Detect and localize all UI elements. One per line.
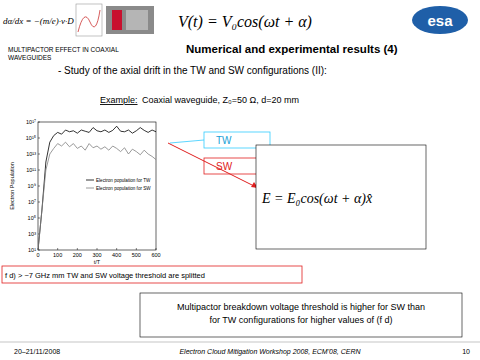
x-tick-label: 0 bbox=[36, 252, 39, 258]
x-tick bbox=[77, 248, 78, 250]
example-text: Coaxial waveguide, Z₀=50 Ω, d=20 mm bbox=[142, 95, 299, 105]
logo-esa-text: esa bbox=[427, 12, 453, 29]
formula-box-text: E = E₀cos(ωt + α)x̂ bbox=[261, 191, 373, 207]
x-tick bbox=[116, 248, 117, 250]
footer-date: 20–21/11/2008 bbox=[14, 348, 60, 355]
x-axis-label: t/T bbox=[94, 259, 101, 265]
title: Numerical and experimental results (4) bbox=[186, 43, 398, 55]
formula-left: dα/dx = −(m/e)·v·D bbox=[3, 16, 74, 26]
x-tick-label: 600 bbox=[151, 252, 160, 258]
x-tick bbox=[136, 248, 137, 250]
y-tick-label: 10³ bbox=[28, 231, 36, 237]
conclusion: for TW configurations for higher values … bbox=[210, 315, 393, 325]
callout-sw: SW bbox=[216, 161, 233, 172]
x-tick-label: 400 bbox=[112, 252, 121, 258]
y-tick-label: 10⁹ bbox=[28, 183, 36, 189]
note: f d) > ~7 GHz mm TW and SW voltage thres… bbox=[5, 271, 205, 280]
y-tick bbox=[38, 170, 40, 171]
x-tick-label: 500 bbox=[132, 252, 141, 258]
series-line bbox=[38, 142, 156, 250]
legend-label: Electron population for SW bbox=[96, 186, 151, 191]
logo-esa bbox=[412, 6, 468, 34]
arrow bbox=[168, 143, 258, 188]
section: WAVEGUIDES bbox=[8, 54, 52, 61]
series-line bbox=[38, 126, 156, 250]
note-box bbox=[2, 266, 302, 283]
y-tick bbox=[38, 138, 40, 139]
callout-tw: TW bbox=[216, 135, 232, 146]
logo-university bbox=[106, 6, 154, 34]
subtitle: - Study of the axial drift in the TW and… bbox=[58, 65, 327, 76]
x-tick-label: 200 bbox=[73, 252, 82, 258]
y-axis-label: Electron Population bbox=[9, 162, 15, 210]
y-tick-label: 10¹³ bbox=[26, 151, 36, 157]
x-tick bbox=[97, 248, 98, 250]
y-tick-label: 10¹⁷ bbox=[26, 119, 36, 125]
formula-right: V(t) = V₀cos(ωt + α) bbox=[178, 13, 312, 31]
x-tick bbox=[57, 248, 58, 250]
y-tick-label: 10¹¹ bbox=[26, 167, 36, 173]
x-tick-label: 100 bbox=[53, 252, 62, 258]
conclusion-box bbox=[140, 293, 462, 337]
legend-label: Electron population for TW bbox=[96, 178, 151, 183]
footer-rule bbox=[0, 342, 480, 343]
logo-university-mark bbox=[126, 10, 148, 30]
slide: dα/dx = −(m/e)·v·D V(t) = V₀cos(ωt + α) es… bbox=[0, 0, 480, 360]
y-tick bbox=[38, 186, 40, 187]
legend-swatch bbox=[86, 180, 94, 181]
plot-frame bbox=[38, 122, 156, 250]
y-tick bbox=[38, 218, 40, 219]
icon-graph bbox=[76, 4, 102, 36]
legend-swatch bbox=[86, 188, 94, 189]
x-tick bbox=[156, 248, 157, 250]
y-tick bbox=[38, 202, 40, 203]
y-tick bbox=[38, 122, 40, 123]
x-tick-label: 300 bbox=[92, 252, 101, 258]
series-group bbox=[38, 126, 156, 250]
y-tick-label: 10⁵ bbox=[28, 215, 36, 221]
footer-event: Electron Cloud Mitigation Workshop 2008,… bbox=[179, 348, 361, 356]
footer-page: 10 bbox=[462, 348, 470, 355]
y-tick-label: 10¹ bbox=[28, 247, 36, 253]
section: MULTIPACTOR EFFECT IN COAXIAL bbox=[8, 46, 119, 53]
y-tick-label: 10⁷ bbox=[28, 199, 36, 205]
conclusion: Multipactor breakdown voltage threshold … bbox=[177, 302, 425, 312]
callout-tw-line bbox=[170, 140, 204, 143]
background bbox=[0, 0, 480, 360]
example-label: Example: bbox=[100, 95, 138, 105]
icon-curve bbox=[78, 10, 100, 32]
y-tick-label: 10¹⁵ bbox=[26, 135, 36, 141]
logo-university-mark bbox=[112, 10, 122, 30]
formula-box bbox=[256, 145, 426, 249]
y-tick bbox=[38, 154, 40, 155]
